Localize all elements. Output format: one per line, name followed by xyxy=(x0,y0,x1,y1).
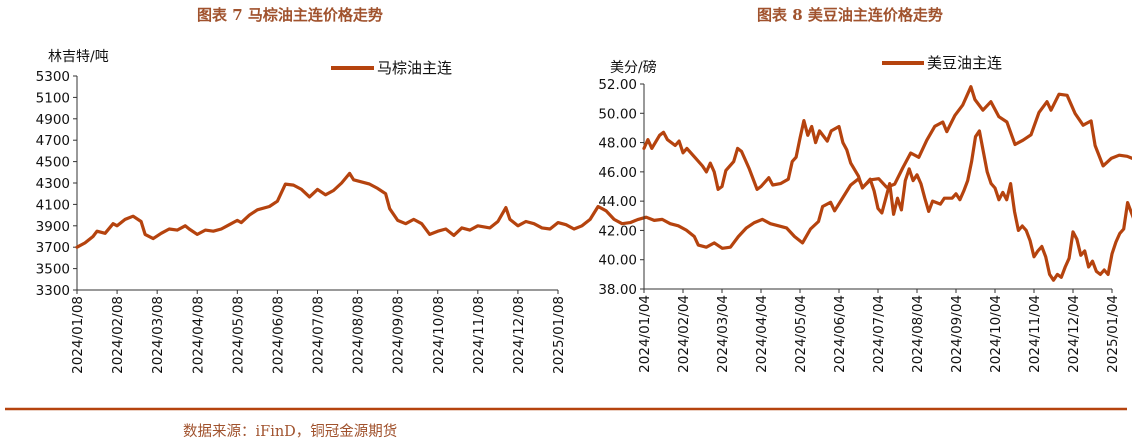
y-tick-label: 48.00 xyxy=(598,136,637,152)
y-tick-label: 52.00 xyxy=(598,77,637,93)
x-tick-label: 2024/01/04 xyxy=(637,295,653,373)
y-tick-label: 4300 xyxy=(36,176,70,192)
y-tick-label: 3700 xyxy=(36,240,70,256)
series-palm xyxy=(75,85,1132,250)
source-note: 数据来源：iFinD，铜冠金源期货 xyxy=(183,423,397,440)
x-tick-label: 2024/04/08 xyxy=(190,296,206,374)
y-tick-label: 4900 xyxy=(36,112,70,128)
x-tick-label: 2024/01/08 xyxy=(70,296,86,374)
x-tick-label: 2024/10/04 xyxy=(988,295,1004,373)
y-unit-soy: 美分/磅 xyxy=(610,59,657,76)
y-tick-label: 3300 xyxy=(36,283,70,299)
chart-title-palm: 图表 7 马棕油主连价格走势 xyxy=(197,6,383,24)
x-tick-label: 2024/06/08 xyxy=(270,296,286,374)
series-line-1-0 xyxy=(642,119,1132,282)
y-tick-label: 42.00 xyxy=(598,223,637,239)
chart-title-soy: 图表 8 美豆油主连价格走势 xyxy=(757,6,943,24)
y-tick-label: 50.00 xyxy=(598,106,637,122)
chart-soy-oil: 图表 8 美豆油主连价格走势 美分/磅 52.00 50.00 48.00 46.00… xyxy=(598,6,1132,373)
y-tick-label: 5300 xyxy=(36,69,70,85)
x-tick-label: 2024/10/08 xyxy=(431,296,447,374)
x-tick-label: 2024/02/04 xyxy=(676,295,692,373)
x-tick-label: 2024/02/08 xyxy=(110,296,126,374)
y-tick-label: 38.00 xyxy=(598,282,637,298)
y-tick-label: 5100 xyxy=(36,90,70,106)
y-tick-label: 3500 xyxy=(36,262,70,278)
x-tick-label: 2024/11/04 xyxy=(1027,295,1043,373)
x-tick-label: 2024/08/04 xyxy=(910,295,926,373)
y-tick-label: 40.00 xyxy=(598,253,637,269)
series-line-0-0 xyxy=(75,85,1132,250)
x-tick-label: 2024/07/08 xyxy=(311,296,327,374)
y-tick-label: 4500 xyxy=(36,155,70,171)
x-tick-label: 2024/06/04 xyxy=(832,295,848,373)
x-tick-label: 2024/12/04 xyxy=(1066,295,1082,373)
axes-palm: 5300 5100 4900 4700 4500 4300 4100 3900 3700 3500… xyxy=(36,69,567,374)
axes-soy: 52.00 50.00 48.00 46.00 44.00 42.00 40.00 38.00… xyxy=(598,77,1121,373)
x-tick-label: 2025/01/08 xyxy=(551,296,567,374)
series-soy xyxy=(642,119,1132,282)
y-tick-label: 44.00 xyxy=(598,194,637,210)
x-tick-label: 2024/04/04 xyxy=(754,295,770,373)
x-tick-label: 2025/01/04 xyxy=(1105,295,1121,373)
y-tick-label: 4100 xyxy=(36,197,70,213)
x-tick-label: 2024/03/04 xyxy=(715,295,731,373)
y-tick-label: 46.00 xyxy=(598,165,637,181)
legend-label-palm: 马棕油主连 xyxy=(377,59,452,77)
x-tick-label: 2024/03/08 xyxy=(150,296,166,374)
legend-label-soy: 美豆油主连 xyxy=(927,54,1002,72)
y-tick-label: 4700 xyxy=(36,133,70,149)
x-tick-label: 2024/09/08 xyxy=(391,296,407,374)
x-tick-label: 2024/07/04 xyxy=(871,295,887,373)
x-tick-label: 2024/05/04 xyxy=(793,295,809,373)
y-unit-palm: 林吉特/吨 xyxy=(48,49,109,65)
x-tick-label: 2024/08/08 xyxy=(351,296,367,374)
x-tick-label: 2024/09/04 xyxy=(949,295,965,373)
y-tick-label: 3900 xyxy=(36,219,70,235)
x-tick-label: 2024/11/08 xyxy=(471,296,487,374)
x-tick-label: 2024/12/08 xyxy=(511,296,527,374)
x-tick-label: 2024/05/08 xyxy=(230,296,246,374)
chart-palm-oil: 图表 7 马棕油主连价格走势 林吉特/吨 5300 5100 4900 4700 450… xyxy=(36,6,1132,374)
legend-soy: 美豆油主连 xyxy=(882,54,1002,72)
legend-palm: 马棕油主连 xyxy=(331,59,452,77)
